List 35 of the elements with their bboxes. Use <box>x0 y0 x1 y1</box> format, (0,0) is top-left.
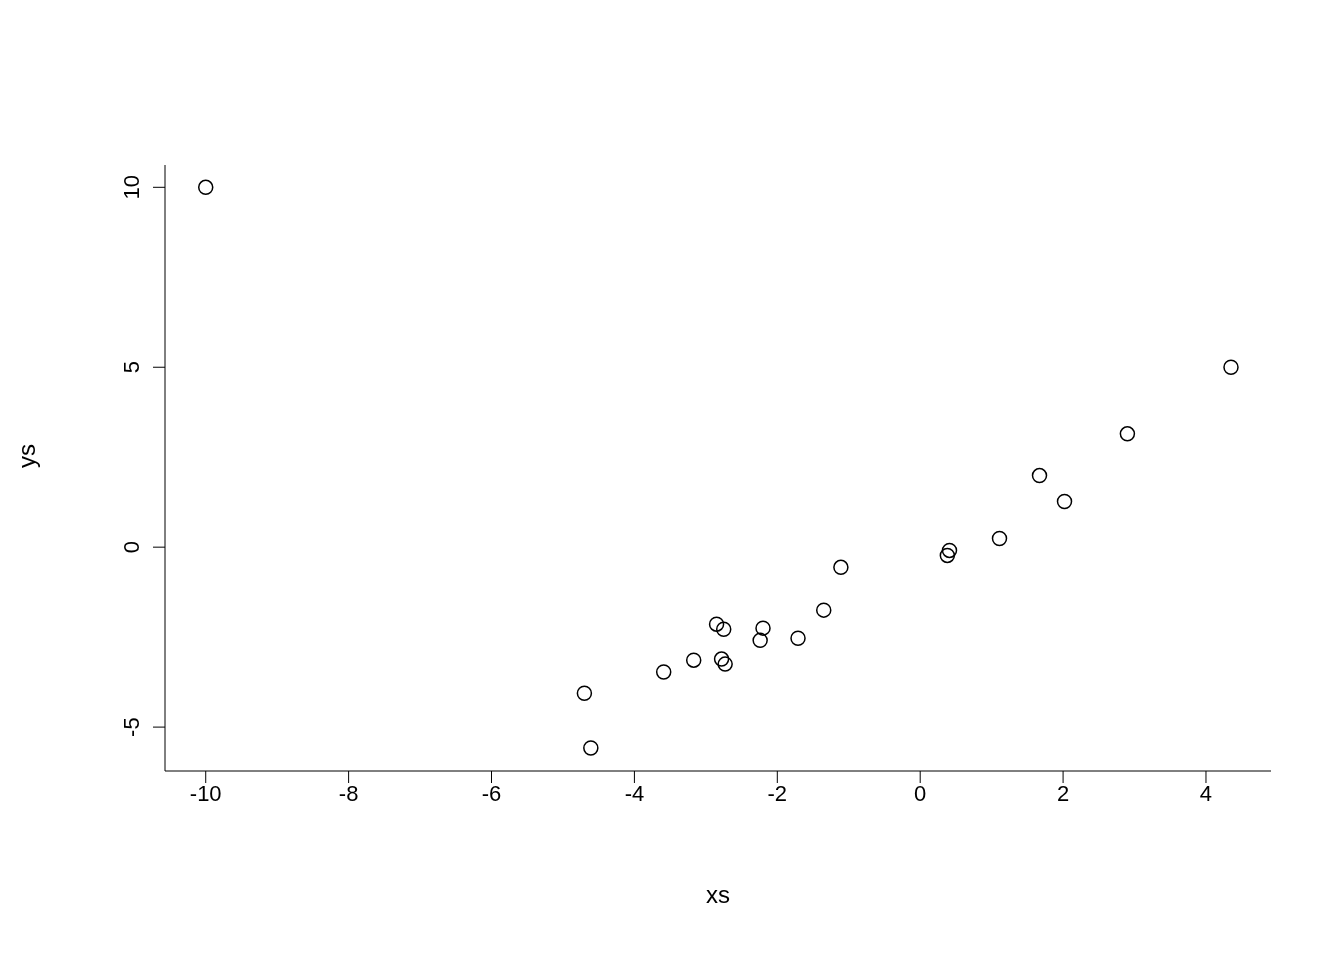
point <box>685 652 702 668</box>
point <box>713 651 730 667</box>
point <box>1056 493 1073 510</box>
point <box>815 602 832 618</box>
point <box>752 632 768 649</box>
point <box>655 664 672 680</box>
point <box>1119 426 1136 442</box>
y-tick-label: 5 <box>119 361 144 374</box>
point <box>833 559 849 576</box>
point <box>717 656 733 672</box>
point <box>197 179 214 196</box>
x-tick-label: -2 <box>767 780 788 806</box>
point <box>576 685 593 702</box>
point <box>991 530 1008 547</box>
point <box>939 547 956 564</box>
point <box>755 620 771 636</box>
point <box>1223 359 1239 375</box>
x-tick-label: -4 <box>624 780 645 806</box>
y-tick-label: 10 <box>119 175 144 200</box>
point <box>583 740 599 756</box>
x-axis-title: xs <box>706 881 730 909</box>
y-axis-title: ys <box>12 444 40 468</box>
point <box>941 542 958 559</box>
y-tick-label: 0 <box>119 541 144 554</box>
x-tick-label: 0 <box>914 780 927 806</box>
point <box>790 630 806 646</box>
point <box>1031 467 1048 484</box>
x-tick-label: 4 <box>1199 780 1213 806</box>
y-tick-label: -5 <box>119 717 144 737</box>
point <box>715 621 732 637</box>
x-tick-label: -8 <box>338 780 359 806</box>
x-tick-label: -6 <box>481 780 502 806</box>
x-tick-label: 2 <box>1056 780 1070 806</box>
x-tick-label: -10 <box>189 780 222 806</box>
point <box>708 616 725 632</box>
